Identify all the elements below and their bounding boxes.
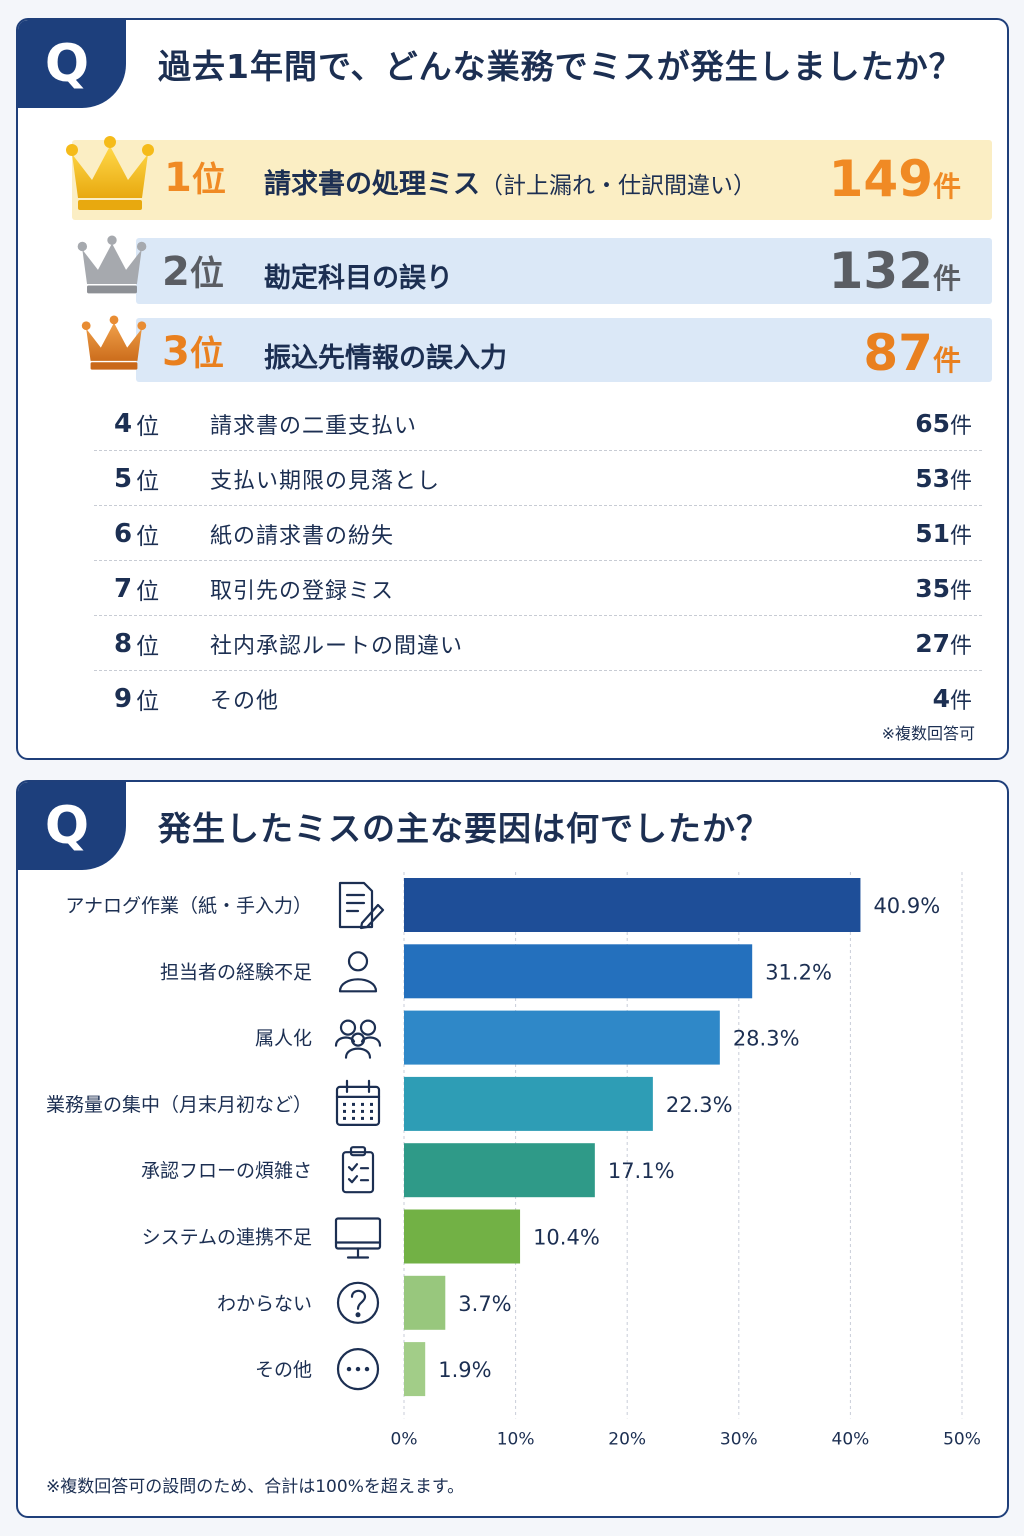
- list-count: 35 件: [915, 574, 972, 604]
- more-dots-icon: [336, 1348, 380, 1391]
- list-label: その他: [210, 688, 280, 714]
- x-tick-label: 0%: [391, 1429, 418, 1449]
- data-label: 28.3%: [733, 1027, 800, 1051]
- people-group-icon: [334, 1019, 382, 1059]
- list-count: 65 件: [915, 409, 972, 439]
- calendar-icon: [335, 1079, 381, 1126]
- bar: [404, 1010, 720, 1065]
- category-label: その他: [255, 1359, 312, 1381]
- data-label: 31.2%: [765, 960, 832, 984]
- ranking-card: Q 過去1年間で、どんな業務でミスが発生しましたか？ 1位 請求書の処理ミス（計…: [16, 18, 1009, 760]
- data-label: 10.4%: [533, 1226, 600, 1250]
- bar: [404, 1342, 426, 1397]
- bar: [404, 878, 861, 932]
- rank-2-label: 勘定科目の誤り: [264, 263, 453, 294]
- ranking-question-title: 過去1年間で、どんな業務でミスが発生しましたか？: [158, 47, 963, 86]
- list-label: 社内承認ルートの間違い: [210, 633, 464, 659]
- bar: [404, 1143, 595, 1198]
- rank-1-number: 1位: [164, 155, 226, 201]
- gold-crown-icon: [66, 136, 154, 210]
- data-label: 22.3%: [666, 1093, 733, 1117]
- document-pen-icon: [338, 881, 385, 930]
- person-icon: [338, 951, 378, 993]
- list-label: 請求書の二重支払い: [210, 413, 418, 439]
- rank-3-count: 87件: [863, 324, 961, 382]
- bar: [404, 1076, 653, 1131]
- category-label: アナログ作業（紙・手入力）: [65, 895, 312, 917]
- category-label: システムの連携不足: [142, 1227, 312, 1249]
- causes-card: Q 発生したミスの主な要因は何でしたか？ 0% 10% 20% 30% 40% 50% アナ…: [16, 780, 1009, 1518]
- x-tick-label: 50%: [943, 1429, 981, 1449]
- rank-1-count: 149件: [828, 150, 961, 208]
- bar: [404, 944, 753, 999]
- monitor-icon: [334, 1217, 382, 1259]
- list-count: 51 件: [915, 519, 972, 549]
- rank-2-background: [136, 238, 992, 304]
- rank-1-background: [72, 140, 992, 220]
- x-tick-label: 40%: [832, 1429, 870, 1449]
- rank-1-label: 請求書の処理ミス（計上漏れ・仕訳間違い）: [264, 169, 756, 200]
- q-badge: Q: [18, 20, 126, 108]
- x-tick-label: 30%: [720, 1429, 758, 1449]
- silver-crown-icon: [77, 235, 147, 294]
- rank-2-number: 2位: [162, 249, 224, 295]
- list-label: 紙の請求書の紛失: [210, 523, 395, 549]
- causes-question-title: 発生したミスの主な要因は何でしたか？: [158, 809, 770, 848]
- data-label: 1.9%: [438, 1358, 491, 1382]
- data-label: 17.1%: [608, 1159, 675, 1183]
- data-label: 3.7%: [458, 1292, 511, 1316]
- list-label: 支払い期限の見落とし: [210, 468, 441, 494]
- rank-2-count: 132件: [828, 242, 961, 300]
- bar: [404, 1209, 521, 1264]
- q-badge: Q: [18, 782, 126, 870]
- causes-bar-chart: 0% 10% 20% 30% 40% 50% アナログ作業（紙・手入力） 40.9% 担当者の経…: [46, 872, 981, 1449]
- category-label: 承認フローの煩雑さ: [141, 1160, 312, 1182]
- causes-note: ※複数回答可の設問のため、合計は100%を超えます。: [46, 1477, 465, 1497]
- list-label: 取引先の登録ミス: [210, 578, 395, 604]
- ranking-note: ※複数回答可: [881, 724, 975, 743]
- checklist-clipboard-icon: [341, 1146, 375, 1194]
- list-count: 53 件: [915, 464, 972, 494]
- x-tick-label: 10%: [497, 1429, 535, 1449]
- bar: [404, 1275, 446, 1330]
- category-label: 担当者の経験不足: [160, 961, 312, 983]
- rank-3-background: [136, 318, 992, 382]
- x-tick-label: 20%: [608, 1429, 646, 1449]
- category-label: 業務量の集中（月末月初など）: [46, 1094, 312, 1116]
- bronze-crown-icon: [81, 315, 147, 370]
- category-label: わからない: [217, 1293, 312, 1315]
- rank-3-label: 振込先情報の誤入力: [264, 343, 507, 374]
- question-icon: [336, 1281, 380, 1324]
- category-label: 属人化: [255, 1028, 312, 1050]
- data-label: 40.9%: [873, 894, 940, 918]
- rank-3-number: 3位: [162, 329, 224, 375]
- list-count: 27 件: [915, 629, 972, 659]
